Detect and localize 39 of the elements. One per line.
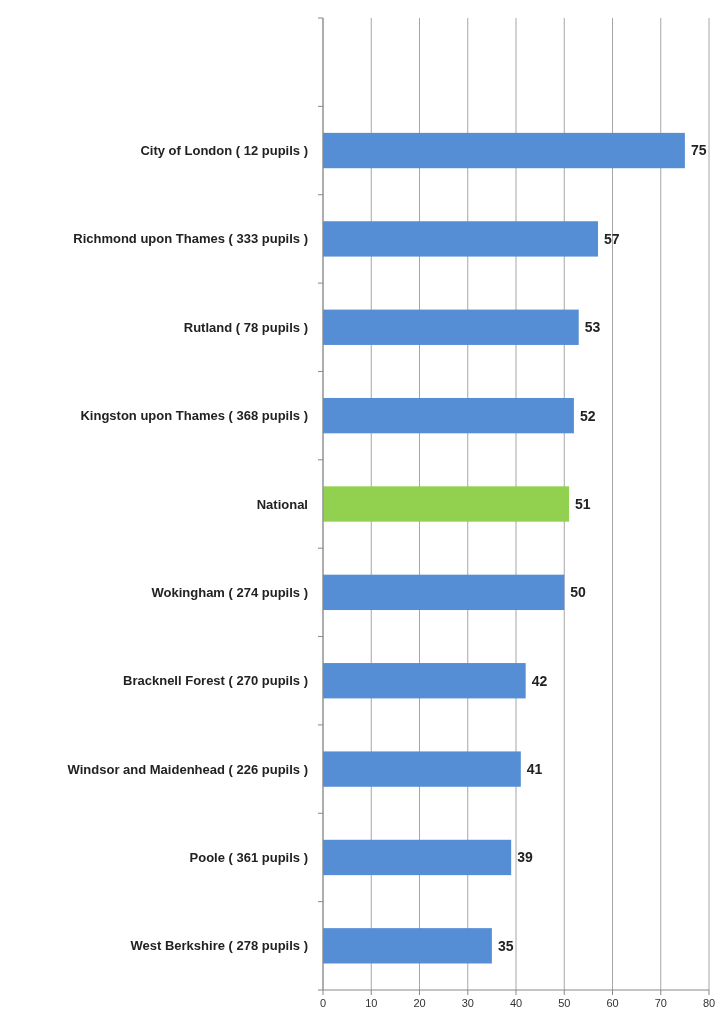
bar	[323, 221, 599, 257]
x-tick-label: 20	[413, 997, 426, 1009]
bar	[323, 397, 574, 434]
data-label: 53	[584, 319, 601, 336]
x-tick-label: 60	[606, 997, 619, 1009]
data-label: 35	[497, 937, 514, 954]
bar	[323, 839, 512, 876]
bar	[323, 486, 570, 522]
y-tick-label: West Berkshire ( 278 pupils )	[130, 938, 308, 954]
x-tick-label: 40	[509, 997, 523, 1009]
y-tick-label: Wokingham ( 274 pupils )	[151, 584, 308, 600]
y-tick-label: Rutland ( 78 pupils )	[183, 319, 308, 335]
data-label: 42	[531, 672, 548, 689]
x-tick-label: 80	[702, 997, 716, 1009]
bar	[323, 132, 685, 169]
x-tick-label: 30	[461, 997, 474, 1009]
data-label: 75	[690, 142, 707, 159]
y-tick-label: National	[256, 496, 308, 512]
y-tick-label: Poole ( 361 pupils )	[189, 850, 308, 865]
x-tick-label: 70	[654, 997, 667, 1009]
bar	[323, 928, 492, 964]
data-label: 51	[575, 495, 591, 512]
x-tick-label: 10	[365, 997, 378, 1009]
data-label: 52	[579, 407, 596, 424]
y-tick-label: Richmond upon Thames ( 333 pupils )	[73, 231, 308, 247]
bar	[323, 663, 526, 699]
y-tick-label: Bracknell Forest ( 270 pupils )	[123, 673, 308, 689]
y-tick-label: Kingston upon Thames ( 368 pupils )	[80, 408, 308, 424]
y-tick-label: City of London ( 12 pupils )	[140, 143, 308, 159]
y-tick-label: Windsor and Maidenhead ( 226 pupils )	[67, 761, 308, 777]
data-label: 50	[570, 584, 587, 601]
bar	[323, 751, 521, 787]
bar	[323, 574, 565, 611]
bar	[323, 309, 579, 345]
x-tick-label: 50	[558, 997, 571, 1009]
data-label: 41	[526, 760, 543, 777]
data-label: 39	[517, 849, 533, 866]
data-label: 57	[604, 230, 620, 247]
x-tick-label: 0	[319, 997, 327, 1009]
